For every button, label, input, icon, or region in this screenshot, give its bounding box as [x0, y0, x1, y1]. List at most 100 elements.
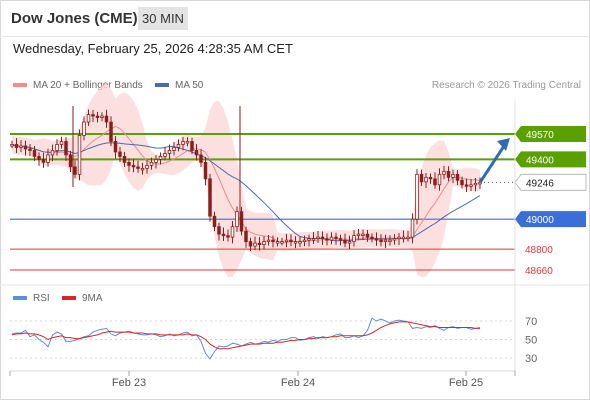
candle-body [307, 238, 311, 241]
candle [109, 116, 113, 147]
candle-body [401, 236, 406, 240]
candle [140, 162, 145, 175]
candle-body [275, 241, 280, 244]
candle [338, 234, 343, 246]
candle [266, 235, 271, 246]
candle [194, 144, 199, 161]
candle-body [32, 150, 37, 157]
candle-body [379, 239, 383, 243]
rsi-tick-label: 70 [525, 316, 537, 328]
candle [343, 233, 347, 248]
candle [199, 149, 203, 168]
legend-ma20-label: MA 20 + Bollinger Bands [33, 80, 143, 91]
candle-body [410, 218, 415, 238]
candle [14, 138, 19, 154]
candle [275, 237, 280, 247]
candle [289, 234, 293, 247]
candle [23, 140, 28, 156]
instrument-title: Dow Jones (CME) [11, 10, 138, 27]
candle-body [73, 166, 77, 175]
candle-body [203, 161, 208, 180]
candle [158, 152, 163, 165]
candle-body [19, 145, 23, 148]
candle [325, 233, 329, 246]
candle-body [455, 173, 460, 181]
price-tag-48800: 48800 [525, 245, 553, 256]
rsi-tick-label: 50 [525, 335, 537, 347]
candle [415, 169, 419, 225]
candle [82, 116, 86, 141]
rsi-ma9-line [11, 321, 480, 350]
candle-body [433, 178, 437, 186]
candle [464, 178, 469, 192]
x-tick-label: Feb 24 [281, 377, 315, 389]
candle [149, 157, 154, 170]
candle-body [469, 184, 473, 187]
candle-body [338, 238, 343, 241]
candle [235, 206, 239, 232]
candle [293, 236, 298, 249]
candle-body [244, 230, 248, 243]
candle-body [289, 239, 293, 243]
candle [113, 136, 118, 159]
candle [433, 172, 437, 189]
candle [419, 169, 424, 187]
candle [41, 152, 46, 168]
candle [185, 137, 190, 147]
candle-body [91, 114, 95, 117]
candle [446, 166, 451, 182]
candle [469, 178, 473, 191]
candle-body [190, 141, 194, 151]
candle [19, 140, 23, 153]
candle-body [284, 239, 289, 243]
candle-body [149, 161, 154, 166]
candle-body [352, 235, 356, 243]
candle-body [55, 144, 59, 151]
ma50-swatch-icon [155, 83, 169, 88]
candle [388, 235, 392, 246]
legend-rsi-ma-label: 9MA [82, 293, 103, 304]
price-tag-shape [515, 151, 586, 168]
candle-body [446, 170, 451, 178]
candle [437, 168, 442, 191]
candle-body [194, 150, 199, 156]
candle [127, 158, 131, 172]
candle [167, 144, 172, 160]
candle [451, 169, 455, 184]
candle-body [68, 154, 73, 168]
candle-body [320, 236, 325, 240]
candle [356, 229, 361, 240]
candle-body [347, 241, 352, 244]
header-bar: Dow Jones (CME) 30 MIN [0, 0, 590, 37]
price-tag-text: 49400 [526, 155, 554, 166]
candle [118, 147, 122, 162]
candle [226, 229, 230, 242]
candle-body [424, 176, 428, 183]
candle-body [176, 144, 181, 148]
candle [307, 234, 311, 247]
candle-body [109, 121, 113, 142]
candle [298, 236, 302, 248]
candle-body [451, 173, 455, 178]
candle [473, 177, 478, 192]
candle-body [329, 236, 334, 241]
candle [230, 220, 235, 244]
candle [248, 237, 253, 252]
candle [221, 227, 226, 242]
price-tag-text: 49570 [526, 130, 554, 141]
candle-body [365, 233, 370, 238]
candle [95, 111, 100, 123]
candle [361, 229, 365, 240]
candle [253, 236, 257, 251]
candle [176, 139, 181, 152]
candle-body [172, 147, 176, 151]
candle [136, 160, 140, 173]
legend-ma50-label: MA 50 [175, 80, 204, 91]
candle-body [158, 156, 163, 160]
candle [208, 173, 212, 222]
candle-body [473, 182, 478, 186]
timeframe-badge[interactable]: 30 MIN [138, 7, 188, 30]
price-tag-49246: 49246 [514, 173, 587, 191]
candle [329, 232, 334, 245]
